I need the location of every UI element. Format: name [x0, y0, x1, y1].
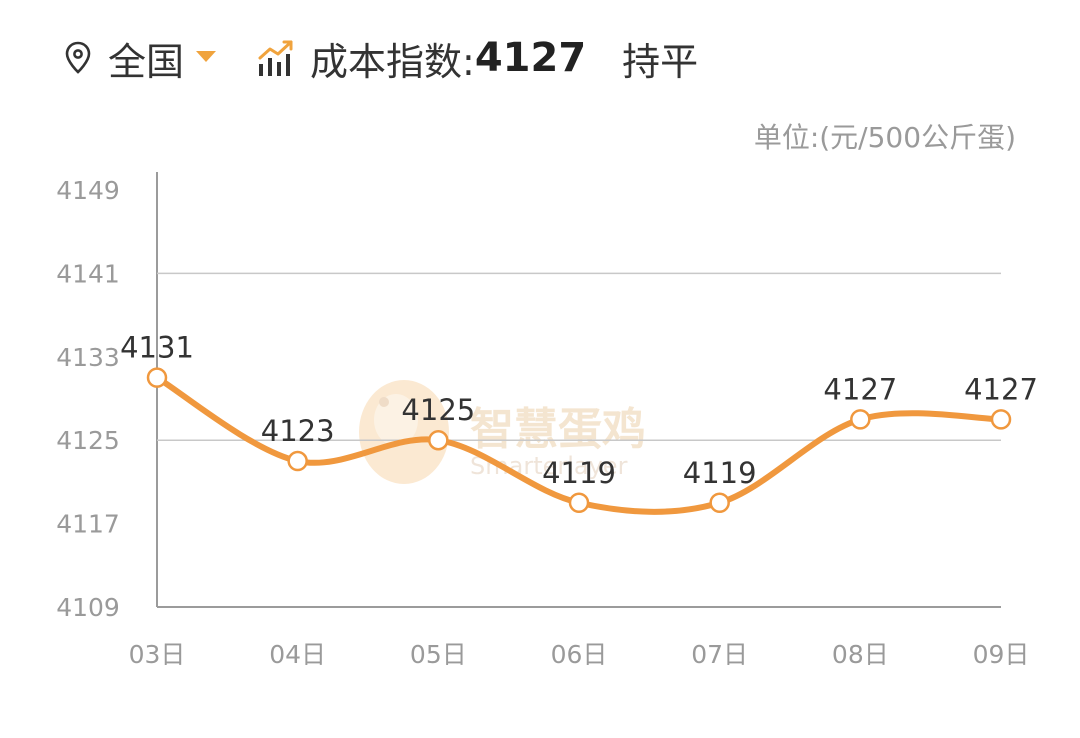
y-tick-label: 4117 — [56, 510, 120, 539]
data-point[interactable] — [850, 409, 871, 430]
data-label: 4119 — [542, 456, 616, 490]
data-point[interactable] — [428, 429, 449, 451]
data-point[interactable] — [709, 492, 730, 513]
data-point[interactable] — [990, 409, 1012, 430]
dropdown-caret-icon[interactable] — [196, 50, 217, 62]
data-label: 4119 — [683, 456, 757, 490]
egg-logo-icon — [359, 380, 449, 484]
data-point[interactable] — [287, 450, 308, 472]
data-label: 4127 — [964, 372, 1038, 406]
location-pin-icon[interactable] — [60, 38, 96, 78]
cost-index-trend: 持平 — [622, 39, 699, 84]
y-tick-label: 4133 — [56, 343, 120, 372]
y-tick-label: 4109 — [56, 593, 120, 622]
trend-chart-icon — [254, 36, 298, 80]
cost-index-value: 4127 — [474, 35, 587, 81]
y-tick-label: 4125 — [56, 426, 120, 455]
unit-label: 单位:(元/500公斤蛋) — [753, 121, 1016, 154]
watermark: 智慧蛋鸡 Smarterlayer — [359, 380, 646, 484]
cost-index-label: 成本指数: — [310, 39, 475, 84]
watermark-text: 智慧蛋鸡 — [470, 404, 646, 455]
data-label: 4123 — [261, 414, 335, 448]
x-tick-label: 06日 — [551, 640, 608, 669]
data-label: 4125 — [401, 393, 475, 427]
x-tick-label: 04日 — [269, 640, 326, 669]
x-tick-label: 09日 — [973, 640, 1030, 669]
data-point[interactable] — [568, 492, 590, 513]
region-selector-label[interactable]: 全国 — [108, 39, 185, 84]
x-tick-label: 03日 — [129, 640, 186, 669]
header: 全国 成本指数: 4127 持平 — [60, 28, 698, 88]
x-tick-label: 05日 — [410, 640, 467, 669]
y-tick-label: 4149 — [56, 176, 120, 205]
data-point[interactable] — [146, 367, 168, 388]
x-tick-label: 08日 — [832, 640, 889, 669]
data-label: 4131 — [120, 331, 194, 365]
y-tick-label: 4141 — [56, 259, 120, 288]
x-tick-label: 07日 — [691, 640, 748, 669]
data-label: 4127 — [823, 372, 897, 406]
